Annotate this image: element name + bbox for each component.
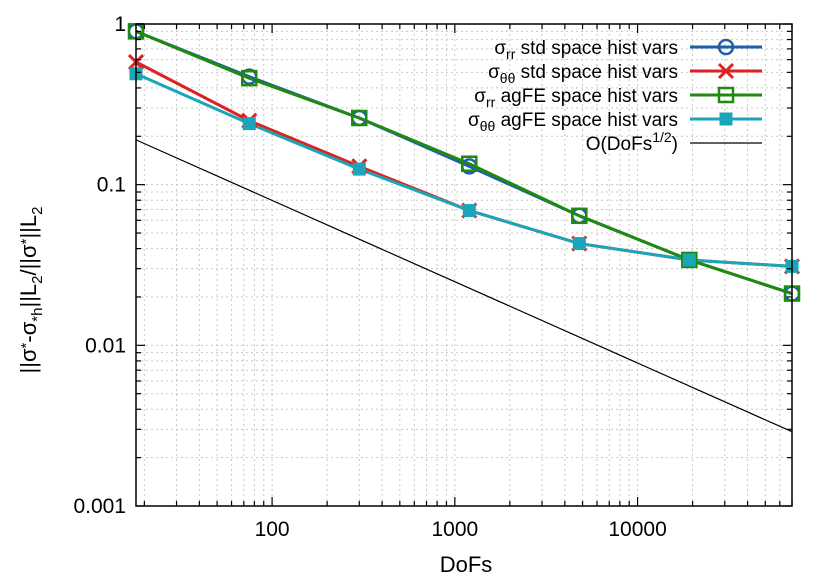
- legend-label: σrr agFE space hist vars: [474, 86, 678, 110]
- data-point-circle: [717, 38, 735, 56]
- legend-entry-4: σθθ agFE space hist vars: [468, 110, 762, 134]
- legend-subscript: θθ: [480, 118, 496, 134]
- data-point-filled-square: [462, 204, 476, 218]
- x-axis-title: DoFs: [440, 552, 493, 577]
- series-line-5: [135, 139, 793, 433]
- y-tick-label: 0.001: [73, 495, 126, 518]
- legend-entry-1: σrr std space hist vars: [494, 38, 762, 62]
- series-lines: [135, 29, 793, 433]
- data-point-square: [681, 251, 698, 269]
- legend-rest: agFE space hist vars: [495, 110, 678, 131]
- y-axis-title-group: ||σ*-σ*h||L2/||σ*||L2: [16, 207, 46, 374]
- series-markers-4: [129, 67, 799, 273]
- y-axis-title: ||σ*-σ*h||L2/||σ*||L2: [16, 207, 46, 374]
- legend-subscript: θθ: [500, 70, 516, 86]
- legend-superscript: 1/2: [652, 129, 672, 145]
- legend-symbol: σ: [468, 110, 480, 131]
- legend-entry-3: σrr agFE space hist vars: [474, 86, 762, 110]
- data-point-cross: [717, 62, 735, 80]
- y-title-part: ||L: [16, 215, 41, 239]
- axis-ticks: 100 1000 10000 1 0.1 0.01 0.001: [73, 13, 793, 541]
- x-tick-label: 100: [255, 518, 290, 541]
- legend-rest: ): [672, 134, 678, 155]
- legend-rest: std space hist vars: [515, 38, 678, 59]
- legend-entry-5: O(DoFs1/2): [586, 129, 762, 155]
- legend-rest: agFE space hist vars: [495, 86, 678, 107]
- y-title-part: /||σ: [16, 244, 41, 276]
- legend-symbol: σ: [474, 86, 486, 107]
- y-title-part: ||σ: [16, 348, 41, 373]
- y-title-part: -σ: [16, 321, 41, 342]
- legend-symbol: σ: [494, 38, 506, 59]
- y-title-part: 2: [29, 276, 46, 284]
- data-point-filled-square: [242, 117, 256, 131]
- y-title-part: *h: [29, 308, 46, 322]
- y-tick-label: 0.01: [85, 334, 126, 357]
- plot-frame: [135, 23, 793, 507]
- y-title-part: *: [18, 342, 35, 348]
- legend-entry-2: σθθ std space hist vars: [488, 62, 762, 86]
- cross-stroke: [717, 62, 735, 80]
- legend-subscript: rr: [486, 94, 496, 110]
- data-point-square: [461, 155, 478, 172]
- series-markers-3: [127, 23, 801, 302]
- data-point-filled-square: [719, 112, 733, 126]
- data-point-square: [241, 69, 258, 87]
- data-point-square: [571, 207, 588, 225]
- data-point-filled-square: [352, 162, 366, 176]
- y-title-part: *: [18, 238, 35, 244]
- grid: [136, 23, 793, 507]
- legend-rest: std space hist vars: [515, 62, 678, 83]
- legend-label: σθθ agFE space hist vars: [468, 110, 678, 134]
- y-tick-label: 0.1: [97, 174, 126, 197]
- y-title-part: ||L: [16, 284, 41, 308]
- y-tick-label: 1: [114, 13, 126, 36]
- data-point-square: [717, 86, 735, 104]
- legend-label: O(DoFs1/2): [586, 129, 678, 155]
- y-title-part: 2: [29, 207, 46, 215]
- legend-label: σθθ std space hist vars: [488, 62, 678, 86]
- legend-subscript: rr: [506, 46, 516, 62]
- data-point-square: [351, 109, 368, 127]
- data-point-filled-square: [572, 237, 586, 251]
- legend-label: σrr std space hist vars: [494, 38, 678, 62]
- legend-symbol: O(DoFs: [586, 134, 653, 155]
- legend-symbol: σ: [488, 62, 500, 83]
- x-tick-label: 10000: [608, 518, 666, 541]
- x-tick-label: 1000: [431, 518, 478, 541]
- data-point-filled-square: [682, 253, 696, 267]
